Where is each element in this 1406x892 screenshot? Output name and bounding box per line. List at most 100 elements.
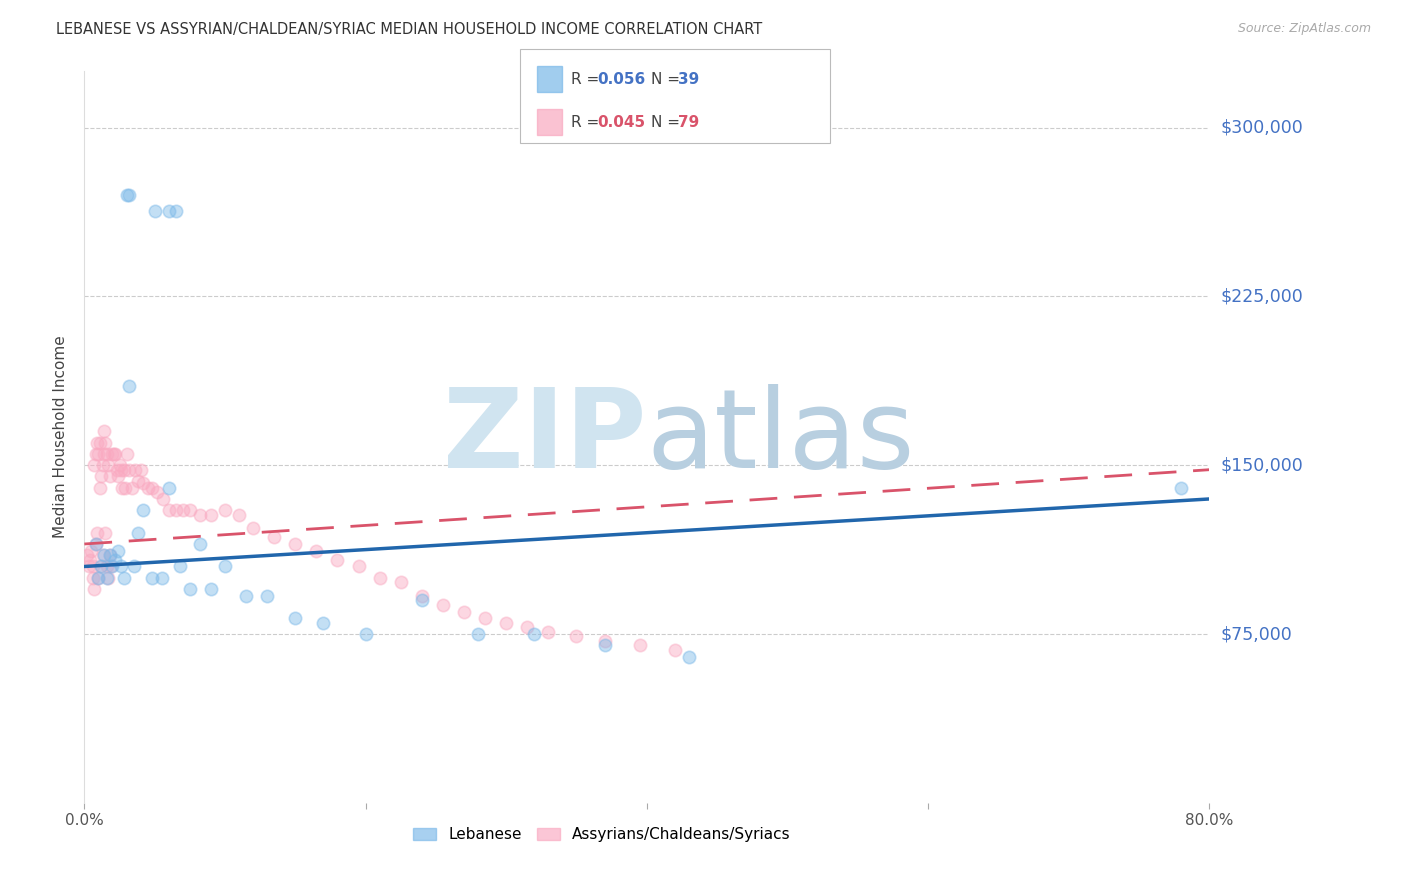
Point	[112, 463, 135, 477]
Point	[157, 203, 180, 218]
Point	[284, 537, 307, 551]
Point	[80, 543, 103, 558]
Point	[523, 627, 546, 641]
Text: atlas: atlas	[647, 384, 915, 491]
Point	[93, 447, 115, 461]
Point	[368, 571, 391, 585]
Point	[593, 638, 616, 652]
Point	[141, 481, 163, 495]
Point	[84, 447, 107, 461]
Point	[97, 458, 120, 473]
Point	[179, 503, 201, 517]
Point	[108, 458, 131, 473]
Point	[96, 559, 118, 574]
Point	[107, 543, 129, 558]
Point	[214, 503, 236, 517]
Point	[157, 503, 180, 517]
Point	[112, 571, 135, 585]
Point	[347, 559, 370, 574]
Point	[90, 559, 112, 574]
Point	[118, 188, 141, 202]
Point	[172, 503, 194, 517]
Point	[87, 447, 110, 461]
Point	[474, 611, 496, 625]
Point	[136, 481, 159, 495]
Point	[124, 463, 146, 477]
Point	[98, 469, 121, 483]
Point	[188, 508, 211, 522]
Point	[150, 571, 173, 585]
Point	[110, 463, 132, 477]
Point	[354, 627, 377, 641]
Point	[89, 481, 111, 495]
Point	[94, 525, 117, 540]
Point	[87, 571, 110, 585]
Point	[146, 485, 169, 500]
Point	[93, 425, 115, 439]
Point	[93, 548, 115, 562]
Point	[235, 589, 257, 603]
Text: R =: R =	[571, 71, 605, 87]
Point	[326, 553, 349, 567]
Point	[82, 559, 104, 574]
Text: 39: 39	[678, 71, 699, 87]
Point	[169, 559, 191, 574]
Point	[284, 611, 307, 625]
Point	[114, 481, 136, 495]
Point	[107, 469, 129, 483]
Point	[628, 638, 651, 652]
Point	[516, 620, 538, 634]
Point	[127, 474, 149, 488]
Point	[143, 203, 166, 218]
Text: N =: N =	[651, 114, 685, 129]
Point	[83, 582, 105, 596]
Point	[593, 633, 616, 648]
Point	[411, 589, 433, 603]
Legend: Lebanese, Assyrians/Chaldeans/Syriacs: Lebanese, Assyrians/Chaldeans/Syriacs	[405, 820, 799, 850]
Point	[94, 435, 117, 450]
Point	[256, 589, 278, 603]
Point	[90, 559, 112, 574]
Point	[214, 559, 236, 574]
Point	[129, 463, 152, 477]
Point	[152, 491, 174, 506]
Point	[495, 615, 517, 630]
Point	[127, 525, 149, 540]
Point	[86, 525, 108, 540]
Point	[110, 559, 132, 574]
Point	[104, 447, 127, 461]
Point	[84, 537, 107, 551]
Point	[200, 508, 222, 522]
Point	[467, 627, 489, 641]
Point	[79, 553, 101, 567]
Text: R =: R =	[571, 114, 605, 129]
Point	[132, 503, 155, 517]
Point	[242, 521, 264, 535]
Point	[97, 571, 120, 585]
Point	[312, 615, 335, 630]
Point	[565, 629, 588, 643]
Point	[101, 559, 124, 574]
Point	[453, 605, 475, 619]
Point	[305, 543, 328, 558]
Point	[90, 469, 112, 483]
Point	[118, 379, 141, 393]
Point	[77, 559, 100, 574]
Point	[96, 447, 118, 461]
Text: ZIP: ZIP	[443, 384, 647, 491]
Point	[98, 548, 121, 562]
Point	[89, 435, 111, 450]
Point	[82, 571, 104, 585]
Text: Source: ZipAtlas.com: Source: ZipAtlas.com	[1237, 22, 1371, 36]
Point	[411, 593, 433, 607]
Point	[100, 559, 122, 574]
Point	[228, 508, 250, 522]
Point	[98, 548, 121, 562]
Point	[103, 447, 125, 461]
Y-axis label: Median Household Income: Median Household Income	[53, 335, 69, 539]
Text: LEBANESE VS ASSYRIAN/CHALDEAN/SYRIAC MEDIAN HOUSEHOLD INCOME CORRELATION CHART: LEBANESE VS ASSYRIAN/CHALDEAN/SYRIAC MED…	[56, 22, 762, 37]
Point	[101, 447, 124, 461]
Point	[179, 582, 201, 596]
Text: $300,000: $300,000	[1220, 119, 1303, 136]
Point	[432, 598, 454, 612]
